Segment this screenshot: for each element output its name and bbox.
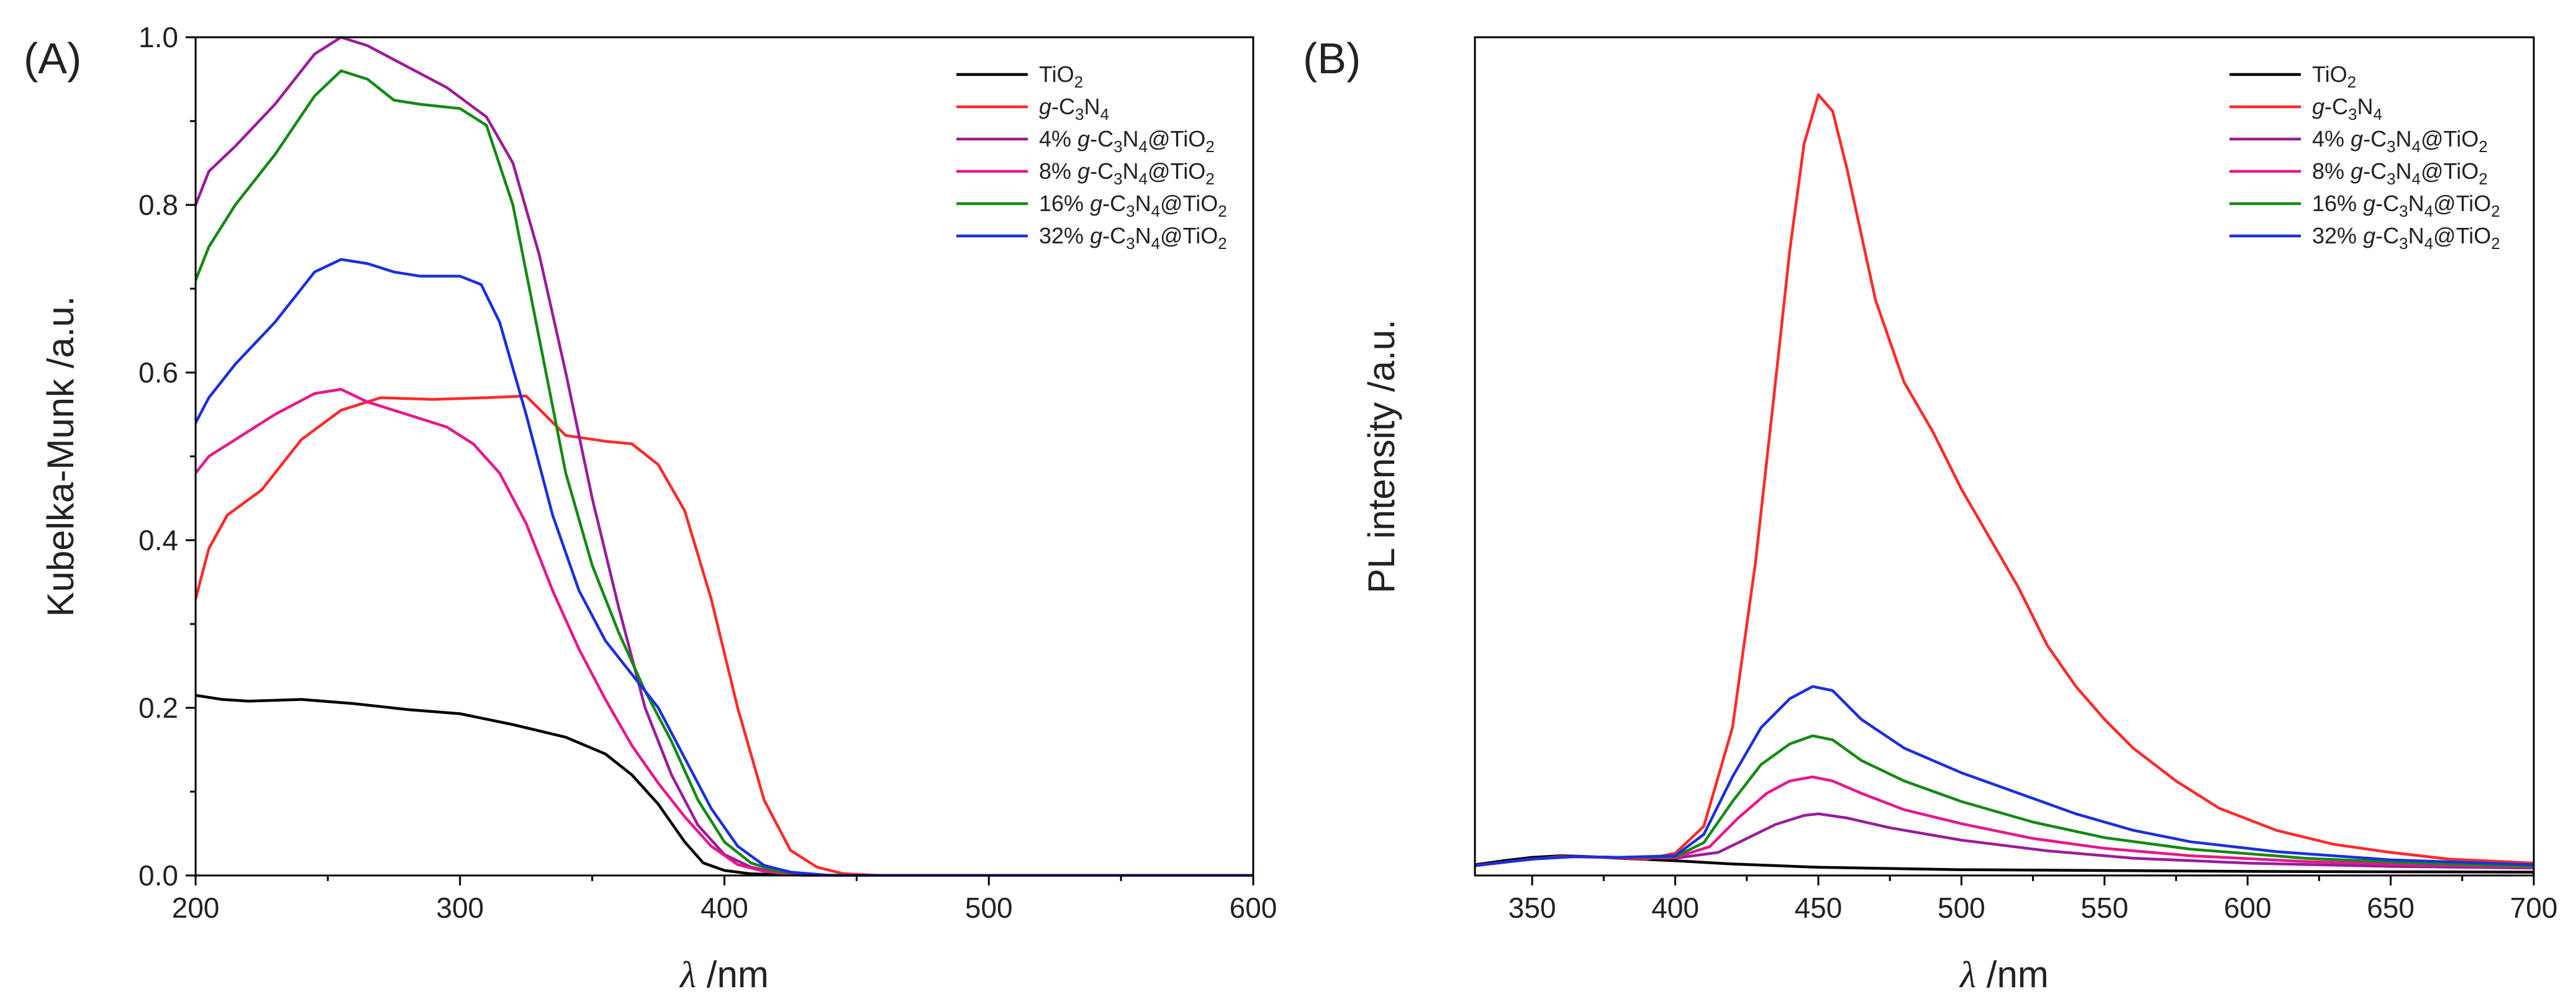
x-tick-label: 600 bbox=[1230, 892, 1277, 924]
panel-label: (A) bbox=[24, 34, 81, 83]
legend-label: 4% g-C3N4@TiO2 bbox=[2312, 126, 2488, 156]
legend-label: g-C3N4 bbox=[1039, 94, 1109, 124]
series-line-1 bbox=[196, 394, 1253, 877]
legend-label: 4% g-C3N4@TiO2 bbox=[1039, 126, 1215, 156]
x-axis-label: λ /nm bbox=[1959, 954, 2049, 995]
plot-frame bbox=[1474, 36, 2535, 877]
legend-label: TiO2 bbox=[2312, 61, 2356, 91]
legend-label: 16% g-C3N4@TiO2 bbox=[1039, 191, 1227, 220]
series-line-5 bbox=[196, 258, 1253, 877]
x-tick-label: 400 bbox=[701, 892, 748, 924]
x-tick-label: 700 bbox=[2510, 892, 2558, 924]
series-line-3 bbox=[196, 387, 1253, 877]
chart-panel-a: (A) 200 300 400 500 600 0.0 0.2 0.4 0.6 0.8 1.0 λ /n… bbox=[24, 21, 1277, 995]
legend-label: TiO2 bbox=[1039, 61, 1083, 91]
legend-label: 32% g-C3N4@TiO2 bbox=[2312, 223, 2500, 253]
x-tick-label: 600 bbox=[2224, 892, 2272, 924]
y-axis-label: Kubelka-Munk /a.u. bbox=[40, 296, 81, 617]
y-tick-label: 0.0 bbox=[138, 859, 178, 892]
legend-label: g-C3N4 bbox=[2312, 94, 2382, 124]
series-line-1 bbox=[1475, 93, 2534, 867]
panel-label: (B) bbox=[1303, 34, 1361, 83]
y-tick-label: 0.2 bbox=[138, 692, 178, 724]
series-line-4 bbox=[196, 69, 1253, 877]
y-tick-label: 1.0 bbox=[138, 21, 178, 53]
x-axis-label: λ /nm bbox=[679, 954, 769, 995]
x-tick-label: 500 bbox=[1938, 892, 1985, 924]
y-axis-label: PL intensity /a.u. bbox=[1361, 319, 1402, 593]
x-tick-label: 400 bbox=[1651, 892, 1699, 924]
series-line-0 bbox=[196, 694, 1253, 877]
x-tick-label: 650 bbox=[2367, 892, 2415, 924]
x-tick-label: 500 bbox=[965, 892, 1013, 924]
legend-label: 16% g-C3N4@TiO2 bbox=[2312, 191, 2500, 220]
chart-panel-b: (B) 350 400 450 500 550 600 650 700 λ /nm PL inten… bbox=[1303, 34, 2557, 995]
y-tick-label: 0.4 bbox=[138, 524, 178, 556]
legend-label: 32% g-C3N4@TiO2 bbox=[1039, 223, 1227, 253]
legend-label: 8% g-C3N4@TiO2 bbox=[1039, 158, 1215, 188]
x-tick-label: 550 bbox=[2080, 892, 2128, 924]
series-line-5 bbox=[1475, 685, 2534, 867]
y-tick-label: 0.8 bbox=[138, 189, 178, 221]
series-line-2 bbox=[196, 35, 1253, 877]
x-tick-label: 350 bbox=[1508, 892, 1556, 924]
legend-label: 8% g-C3N4@TiO2 bbox=[2312, 158, 2488, 188]
y-tick-label: 0.6 bbox=[138, 356, 178, 389]
x-tick-label: 200 bbox=[172, 892, 220, 924]
x-tick-label: 300 bbox=[436, 892, 484, 924]
x-tick-label: 450 bbox=[1795, 892, 1843, 924]
series-line-3 bbox=[1475, 775, 2534, 869]
